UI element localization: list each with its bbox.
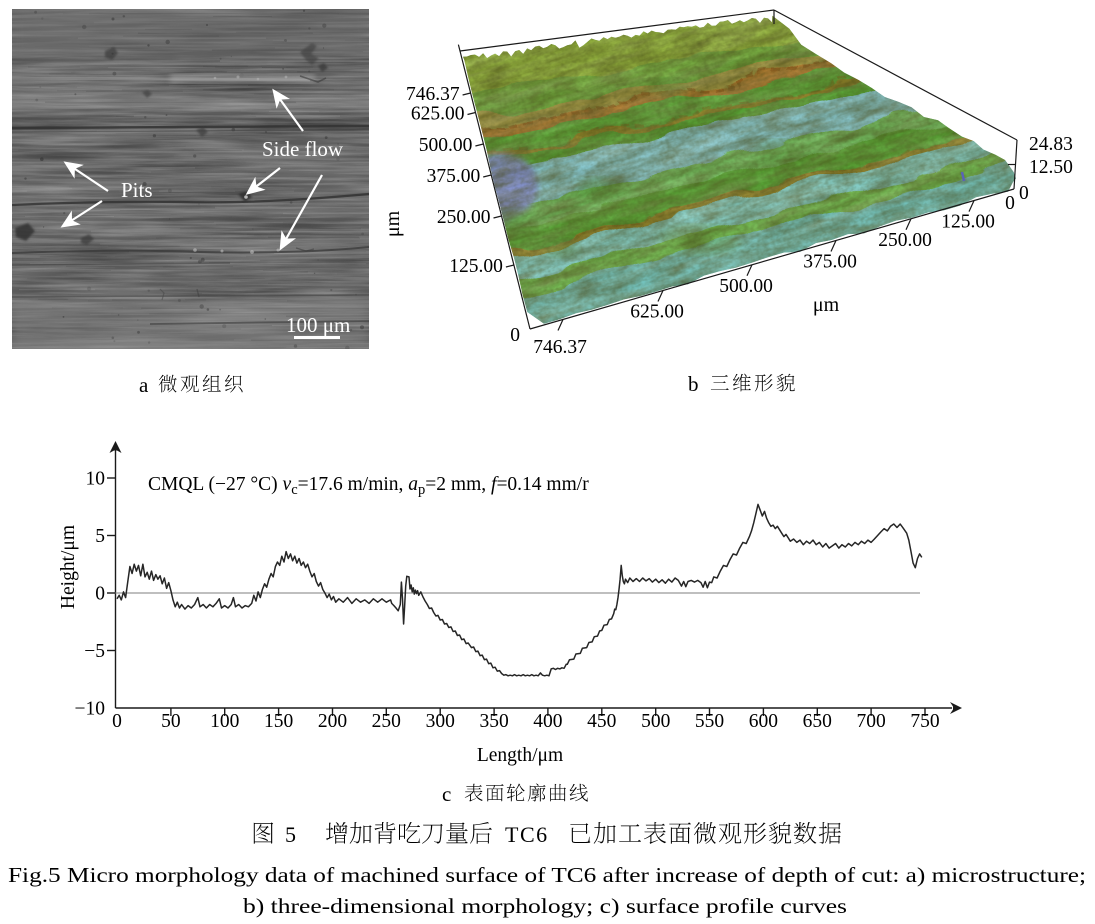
svg-text:450: 450	[587, 711, 616, 732]
svg-text:375.00: 375.00	[427, 166, 481, 187]
svg-text:100: 100	[210, 711, 239, 732]
svg-text:10: 10	[86, 469, 106, 490]
svg-text:650: 650	[803, 711, 832, 732]
svg-text:200: 200	[318, 711, 347, 732]
svg-text:250: 250	[372, 711, 401, 732]
svg-text:b: b	[688, 372, 699, 396]
svg-text:250.00: 250.00	[878, 230, 932, 251]
svg-text:625.00: 625.00	[411, 104, 465, 125]
svg-text:5: 5	[95, 526, 105, 547]
svg-text:0: 0	[1005, 193, 1015, 214]
svg-text:400: 400	[533, 711, 562, 732]
svg-text:Pits: Pits	[121, 178, 153, 202]
svg-text:12.50: 12.50	[1029, 157, 1073, 178]
svg-text:125.00: 125.00	[449, 256, 503, 277]
svg-text:625.00: 625.00	[630, 302, 684, 323]
svg-text:500.00: 500.00	[419, 135, 473, 156]
svg-text:Height/μm: Height/μm	[58, 525, 79, 609]
svg-text:0: 0	[112, 711, 122, 732]
svg-text:5: 5	[285, 822, 296, 847]
svg-text:125.00: 125.00	[941, 212, 995, 233]
svg-text:500: 500	[641, 711, 670, 732]
svg-text:746.37: 746.37	[406, 84, 460, 105]
svg-text:750: 750	[910, 711, 939, 732]
svg-text:Fig.5 Micro morphology data of: Fig.5 Micro morphology data of machined …	[8, 863, 1086, 887]
svg-text:c: c	[442, 782, 451, 806]
svg-text:0: 0	[510, 325, 520, 346]
svg-text:−5: −5	[84, 641, 105, 662]
svg-text:375.00: 375.00	[803, 252, 857, 273]
svg-text:100 μm: 100 μm	[286, 313, 350, 337]
svg-text:50: 50	[161, 711, 181, 732]
svg-text:CMQL (−27 °C) vc=17.6 m/min, a: CMQL (−27 °C) vc=17.6 m/min, ap=2 mm, f=…	[148, 474, 589, 498]
svg-text:150: 150	[264, 711, 293, 732]
svg-text:μm: μm	[382, 210, 404, 237]
svg-text:−10: −10	[75, 699, 106, 720]
svg-text:b) three-dimensional morpholog: b) three-dimensional morphology; c) surf…	[243, 894, 847, 918]
svg-text:TC6: TC6	[505, 822, 549, 847]
svg-text:Side flow: Side flow	[262, 137, 344, 161]
svg-text:600: 600	[749, 711, 778, 732]
svg-text:Length/μm: Length/μm	[477, 745, 563, 766]
svg-text:0: 0	[95, 584, 105, 605]
svg-text:300: 300	[426, 711, 455, 732]
svg-text:0: 0	[1019, 183, 1029, 204]
svg-text:700: 700	[856, 711, 885, 732]
svg-text:550: 550	[695, 711, 724, 732]
svg-text:24.83: 24.83	[1029, 134, 1073, 155]
svg-text:500.00: 500.00	[719, 276, 773, 297]
svg-text:a: a	[139, 373, 149, 397]
svg-text:μm: μm	[813, 294, 840, 316]
svg-text:350: 350	[479, 711, 508, 732]
svg-text:250.00: 250.00	[437, 207, 491, 228]
svg-text:746.37: 746.37	[533, 337, 587, 358]
